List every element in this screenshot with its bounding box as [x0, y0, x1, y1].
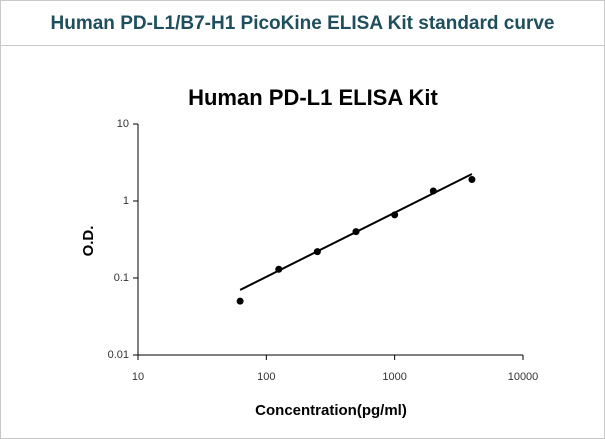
y-tick-label: 0.01 — [108, 349, 129, 361]
x-tick-label: 10 — [132, 371, 144, 383]
x-tick-label: 10000 — [508, 371, 539, 383]
x-tick-label: 1000 — [382, 371, 406, 383]
header-title: Human PD-L1/B7-H1 PicoKine ELISA Kit sta… — [1, 1, 604, 46]
x-axis-label: Concentration(pg/ml) — [255, 402, 407, 419]
y-axis-label: O.D. — [80, 226, 97, 257]
data-point — [468, 176, 476, 184]
x-tick-label: 100 — [257, 371, 275, 383]
fit-line — [239, 173, 473, 291]
y-tick-label: 0.1 — [114, 272, 129, 284]
data-point — [236, 297, 244, 305]
chart-title: Human PD-L1 ELISA Kit — [188, 85, 438, 110]
y-tick-label: 1 — [123, 195, 129, 207]
y-tick-label: 10 — [117, 118, 129, 130]
